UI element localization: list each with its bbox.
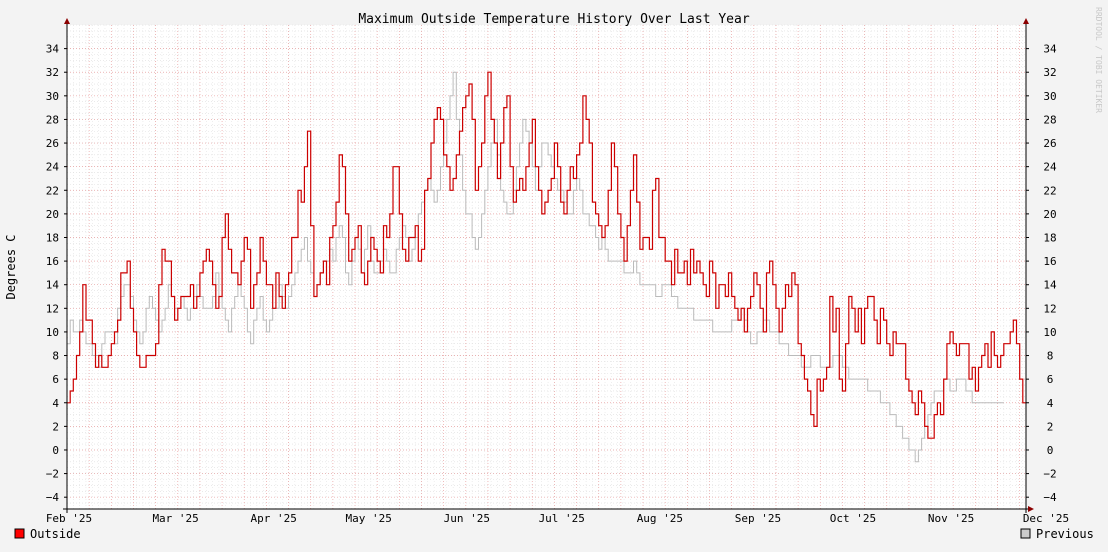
x-tick-label: Oct '25 [830, 512, 876, 525]
y-tick-label-right: 12 [1043, 302, 1056, 315]
y-tick-label-right: 14 [1043, 279, 1057, 292]
series-line-previous [67, 71, 1004, 463]
legend-swatch-outside [14, 528, 25, 539]
y-tick-label-right: 8 [1047, 350, 1054, 363]
y-tick-label-right: 22 [1043, 184, 1056, 197]
y-tick-label-right: 32 [1043, 66, 1056, 79]
y-tick-label-right: 10 [1043, 326, 1056, 339]
y-tick-label-right: 30 [1043, 90, 1056, 103]
y-tick-label-left: 26 [46, 137, 59, 150]
y-tick-label-right: −2 [1043, 468, 1056, 481]
y-tick-label-right: 0 [1047, 444, 1054, 457]
y-tick-label-left: 34 [46, 43, 60, 56]
y-tick-label-left: 20 [46, 208, 59, 221]
outside-series-layer [67, 71, 1026, 439]
x-axis-arrow [1028, 506, 1034, 512]
y-tick-label-left: 0 [52, 444, 59, 457]
y-tick-label-left: −4 [46, 491, 60, 504]
previous-series-layer [67, 71, 1004, 463]
y-tick-label-right: 26 [1043, 137, 1056, 150]
y-tick-label-left: 32 [46, 66, 59, 79]
y-tick-label-left: 12 [46, 302, 59, 315]
y-tick-label-left: 24 [46, 161, 60, 174]
legend-label-previous: Previous [1036, 527, 1094, 541]
y-axis-arrow-left [64, 18, 70, 24]
legend-swatch-previous [1020, 528, 1031, 539]
y-tick-label-left: 4 [52, 397, 59, 410]
y-axis-label: Degrees C [4, 234, 18, 299]
x-tick-label: Mar '25 [152, 512, 198, 525]
x-tick-label: Aug '25 [637, 512, 683, 525]
x-tick-label: Nov '25 [928, 512, 974, 525]
y-tick-label-left: 16 [46, 255, 59, 268]
y-tick-label-right: 24 [1043, 161, 1057, 174]
legend-label-outside: Outside [30, 527, 81, 541]
plot-canvas [67, 25, 1026, 509]
y-tick-label-left: 8 [52, 350, 59, 363]
y-tick-label-right: 28 [1043, 113, 1056, 126]
x-tick-label: Feb '25 [46, 512, 92, 525]
y-tick-label-left: 18 [46, 231, 59, 244]
x-tick-label: May '25 [346, 512, 392, 525]
y-tick-label-right: 20 [1043, 208, 1056, 221]
y-tick-label-left: 6 [52, 373, 59, 386]
y-tick-label-right: −4 [1043, 491, 1057, 504]
y-tick-label-right: 18 [1043, 231, 1056, 244]
y-tick-label-left: 10 [46, 326, 59, 339]
x-tick-label: Jul '25 [539, 512, 585, 525]
x-tick-label: Jun '25 [444, 512, 490, 525]
y-tick-label-left: 2 [52, 420, 59, 433]
x-tick-label: Dec '25 [1023, 512, 1069, 525]
x-tick-label: Sep '25 [735, 512, 781, 525]
series-line-outside [67, 71, 1026, 439]
y-tick-label-left: 30 [46, 90, 59, 103]
y-tick-label-left: −2 [46, 468, 59, 481]
y-tick-label-right: 4 [1047, 397, 1054, 410]
y-tick-label-left: 28 [46, 113, 59, 126]
axis-layer [63, 18, 1034, 513]
y-axis-arrow-right [1023, 18, 1029, 24]
x-tick-label: Apr '25 [251, 512, 297, 525]
chart-title: Maximum Outside Temperature History Over… [358, 12, 750, 27]
y-tick-label-right: 2 [1047, 420, 1054, 433]
watermark: RRDTOOL / TOBI OETIKER [1094, 7, 1103, 113]
y-tick-label-left: 22 [46, 184, 59, 197]
y-tick-label-right: 16 [1043, 255, 1056, 268]
y-tick-label-right: 6 [1047, 373, 1054, 386]
y-tick-label-left: 14 [46, 279, 60, 292]
y-tick-label-right: 34 [1043, 43, 1057, 56]
